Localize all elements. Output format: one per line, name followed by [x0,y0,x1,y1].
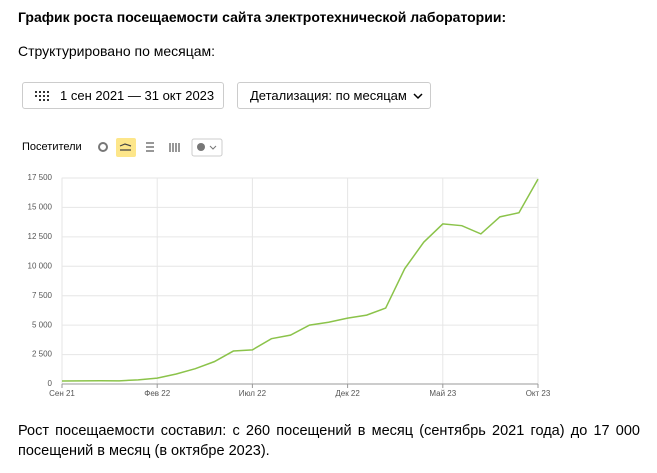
calendar-icon [35,91,49,101]
line-icon-active[interactable] [116,138,136,157]
detail-label: Детализация: по месяцам [250,88,407,103]
series-label: Посетители [22,141,82,153]
x-tick-label: Июл 22 [239,389,267,398]
footer-text: Рост посещаемости составил: с 260 посеще… [18,423,640,459]
y-tick-label: 17 500 [28,173,53,182]
date-range: 1 сен 2021 — 31 окт 2023 [60,88,215,103]
y-tick-label: 10 000 [28,261,53,270]
plot-area [61,177,539,385]
subheading: Структурировано по месяцам: [18,43,216,59]
y-tick-label: 7 500 [32,291,53,300]
chart-toolbar [98,138,223,157]
series-line [61,178,539,382]
y-tick-label: 15 000 [28,203,53,212]
pie-icon[interactable] [98,142,108,152]
y-tick-label: 2 500 [32,350,53,359]
date-button[interactable]: 1 сен 2021 — 31 окт 2023 [22,82,224,109]
bar-icon[interactable] [169,143,180,152]
chart: 0 2 500 5 000 7 500 10 000 12 500 15 000 17 500… [28,173,551,398]
options-button[interactable] [191,138,223,157]
x-tick-label: Дек 22 [335,389,360,398]
x-tick-label: Сен 21 [49,389,75,398]
x-tick-label: Май 23 [429,389,456,398]
y-tick-label: 12 500 [28,232,53,241]
y-tick-label: 0 [48,379,53,388]
x-tick-label: Окт 23 [526,389,551,398]
heading: График роста посещаемости сайта электрот… [18,9,507,25]
y-tick-label: 5 000 [32,320,53,329]
x-tick-label: Фев 22 [144,389,170,398]
detail-button[interactable]: Детализация: по месяцам [237,82,431,109]
dropdown-arrow [413,93,423,100]
area-icon[interactable] [146,142,154,152]
